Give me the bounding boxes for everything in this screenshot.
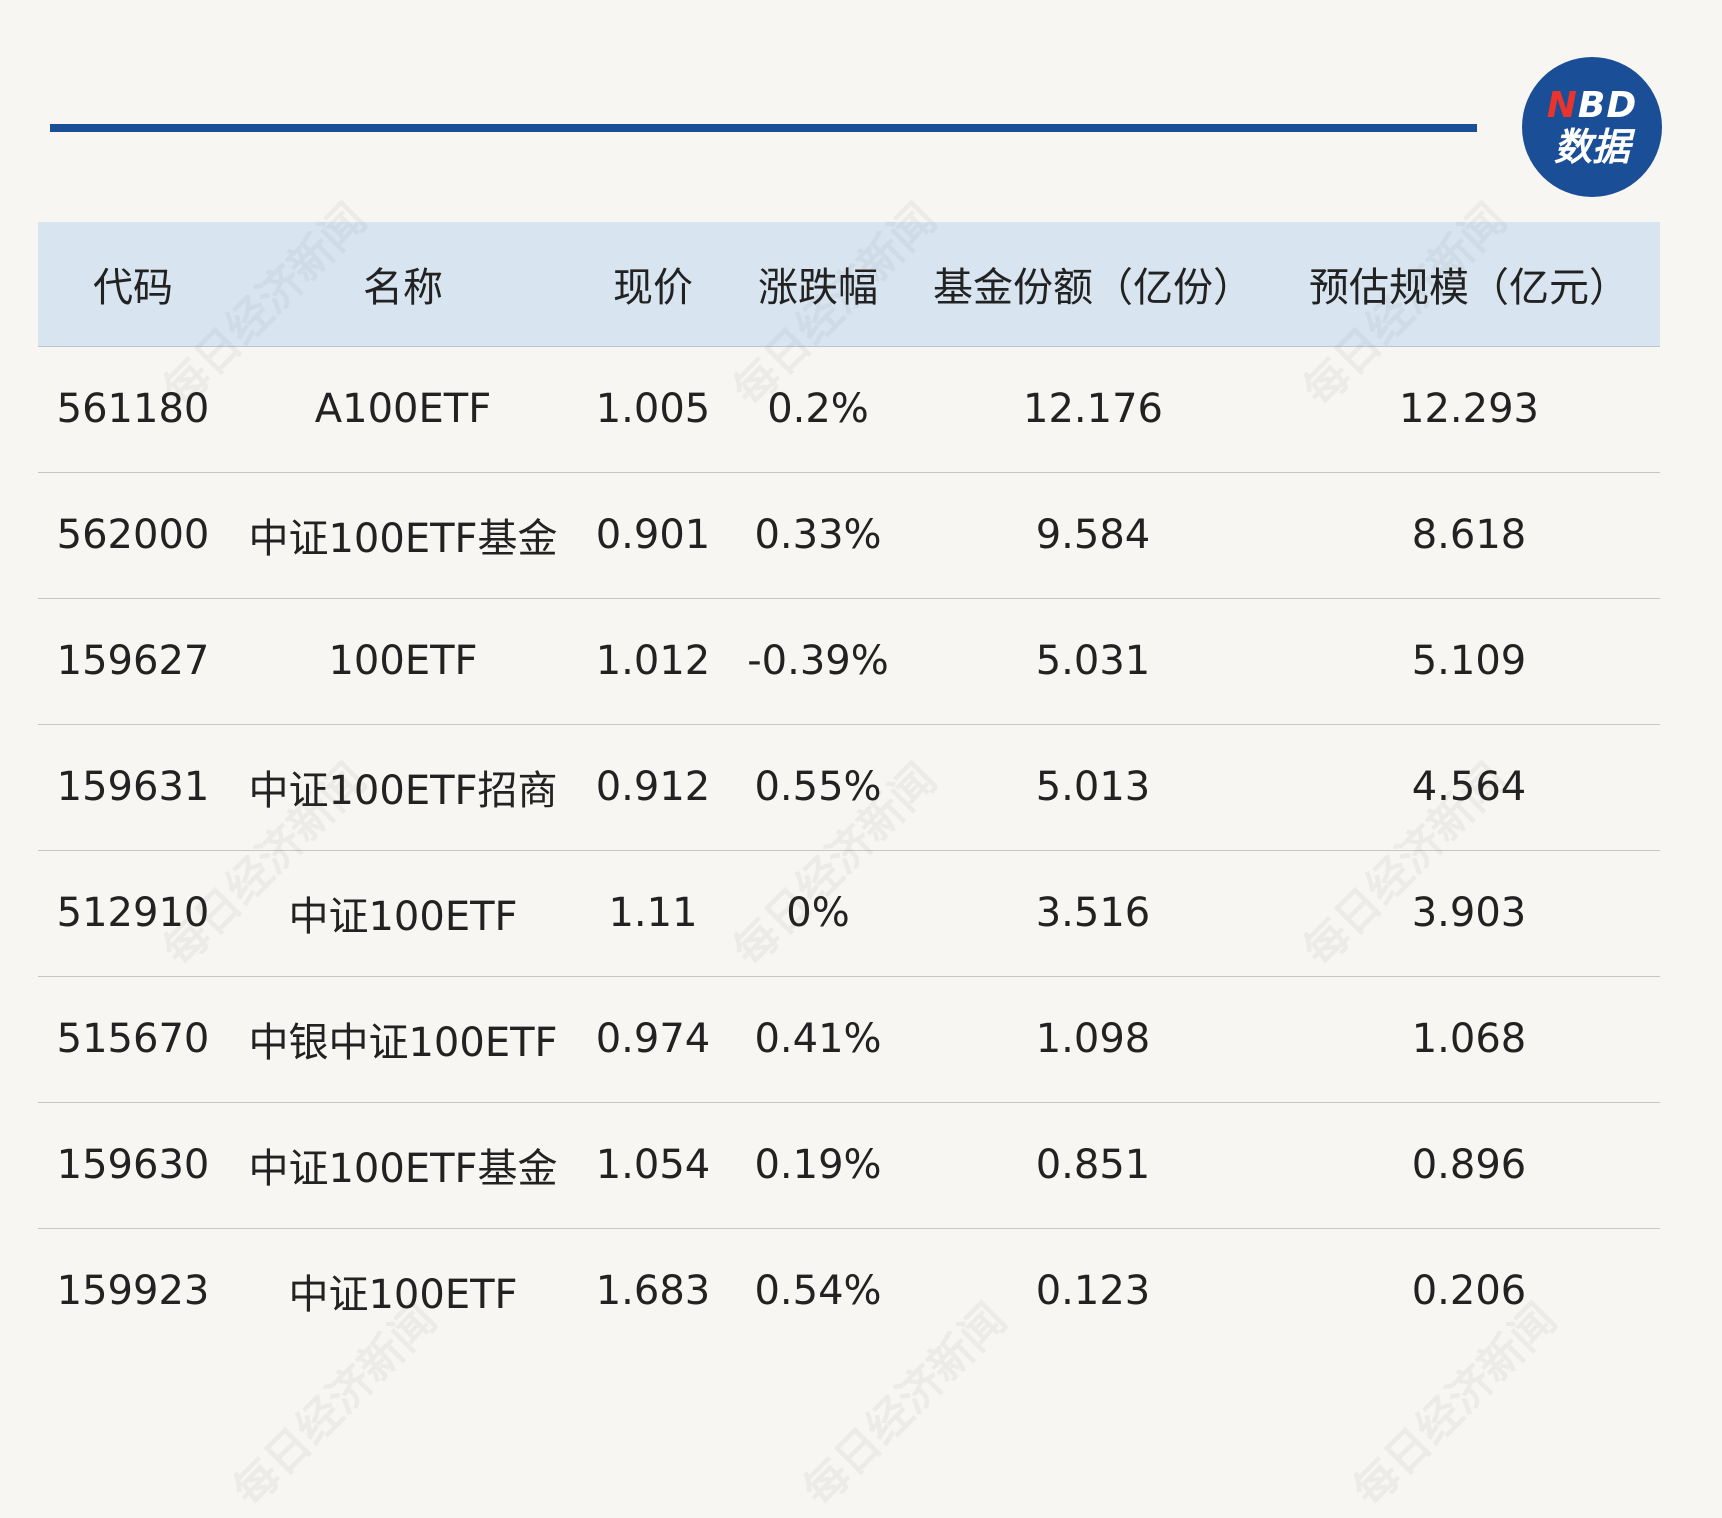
cell-scale: 0.896 bbox=[1278, 1102, 1660, 1229]
table-header-row: 代码 名称 现价 涨跌幅 基金份额（亿份） 预估规模（亿元） bbox=[38, 222, 1660, 347]
cell-price: 0.901 bbox=[578, 472, 728, 599]
cell-shares: 12.176 bbox=[908, 346, 1278, 473]
cell-change: 0.41% bbox=[728, 976, 908, 1103]
cell-change: 0% bbox=[728, 850, 908, 977]
cell-name: 中银中证100ETF bbox=[228, 976, 578, 1103]
cell-price: 1.683 bbox=[595, 1268, 711, 1315]
cell-price: 1.012 bbox=[578, 598, 728, 725]
table-row: 159923 中证100ETF 1.683 0.54% 0.123 0.206 bbox=[38, 1228, 1660, 1354]
cell-scale: 3.903 bbox=[1278, 850, 1660, 977]
cell-scale: 8.618 bbox=[1278, 472, 1660, 599]
cell-shares: 1.098 bbox=[908, 976, 1278, 1103]
cell-scale: 4.564 bbox=[1278, 724, 1660, 851]
cell-code: 159923 bbox=[56, 1268, 210, 1315]
cell-code: 562000 bbox=[38, 472, 228, 599]
cell-scale: 5.109 bbox=[1278, 598, 1660, 725]
cell-shares: 5.013 bbox=[908, 724, 1278, 851]
cell-shares: 9.584 bbox=[908, 472, 1278, 599]
cell-change: 0.2% bbox=[728, 346, 908, 473]
cell-scale: 0.206 bbox=[1411, 1268, 1527, 1315]
table-row: 159630 中证100ETF基金 1.054 0.19% 0.851 0.89… bbox=[38, 1102, 1660, 1229]
cell-name: A100ETF bbox=[228, 346, 578, 473]
cell-code: 515670 bbox=[38, 976, 228, 1103]
cell-scale: 12.293 bbox=[1278, 346, 1660, 473]
cell-change: 0.33% bbox=[728, 472, 908, 599]
cell-name: 100ETF bbox=[228, 598, 578, 725]
cell-code: 159630 bbox=[38, 1102, 228, 1229]
header-change: 涨跌幅 bbox=[728, 222, 908, 347]
cell-name: 中证100ETF招商 bbox=[228, 724, 578, 851]
table-row: 512910 中证100ETF 1.11 0% 3.516 3.903 bbox=[38, 850, 1660, 977]
table-row: 159627 100ETF 1.012 -0.39% 5.031 5.109 bbox=[38, 598, 1660, 725]
header-name: 名称 bbox=[228, 222, 578, 347]
table-row: 561180 A100ETF 1.005 0.2% 12.176 12.293 bbox=[38, 346, 1660, 473]
nbd-logo: NBD 数据 bbox=[1522, 57, 1662, 197]
cell-price: 0.974 bbox=[578, 976, 728, 1103]
cell-shares: 0.851 bbox=[908, 1102, 1278, 1229]
cell-change: 0.54% bbox=[754, 1268, 882, 1315]
cell-code: 159627 bbox=[38, 598, 228, 725]
cell-name: 中证100ETF基金 bbox=[228, 472, 578, 599]
table-row: 515670 中银中证100ETF 0.974 0.41% 1.098 1.06… bbox=[38, 976, 1660, 1103]
cell-name: 中证100ETF bbox=[288, 1272, 518, 1319]
cell-code: 512910 bbox=[38, 850, 228, 977]
cell-name: 中证100ETF基金 bbox=[228, 1102, 578, 1229]
cell-shares: 3.516 bbox=[908, 850, 1278, 977]
cell-price: 1.11 bbox=[578, 850, 728, 977]
cell-code: 159631 bbox=[38, 724, 228, 851]
header-shares: 基金份额（亿份） bbox=[908, 222, 1278, 347]
header-scale: 预估规模（亿元） bbox=[1278, 222, 1660, 347]
cell-code: 561180 bbox=[38, 346, 228, 473]
cell-price: 1.054 bbox=[578, 1102, 728, 1229]
table-row: 159631 中证100ETF招商 0.912 0.55% 5.013 4.56… bbox=[38, 724, 1660, 851]
header-code: 代码 bbox=[38, 222, 228, 347]
cell-price: 1.005 bbox=[578, 346, 728, 473]
header-price: 现价 bbox=[578, 222, 728, 347]
cell-change: 0.19% bbox=[728, 1102, 908, 1229]
cell-change: -0.39% bbox=[728, 598, 908, 725]
cell-name: 中证100ETF bbox=[228, 850, 578, 977]
cell-shares: 5.031 bbox=[908, 598, 1278, 725]
cell-scale: 1.068 bbox=[1278, 976, 1660, 1103]
cell-price: 0.912 bbox=[578, 724, 728, 851]
top-rule bbox=[50, 124, 1477, 132]
etf-table: 代码 名称 现价 涨跌幅 基金份额（亿份） 预估规模（亿元） 561180 A1… bbox=[38, 222, 1660, 1354]
cell-shares: 0.123 bbox=[1035, 1268, 1151, 1315]
table-row: 562000 中证100ETF基金 0.901 0.33% 9.584 8.61… bbox=[38, 472, 1660, 599]
cell-change: 0.55% bbox=[728, 724, 908, 851]
